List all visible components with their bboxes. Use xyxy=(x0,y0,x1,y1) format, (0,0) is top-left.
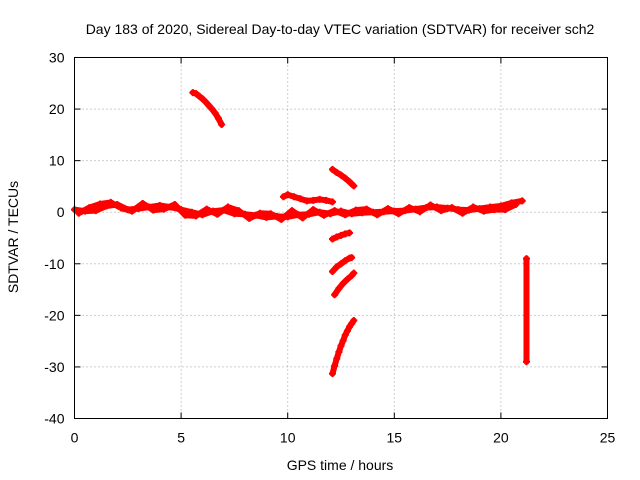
data-point xyxy=(350,269,358,277)
y-tick-label: 0 xyxy=(57,204,65,220)
x-axis-label: GPS time / hours xyxy=(287,457,394,473)
y-tick-label: 10 xyxy=(49,153,65,169)
x-tick-label: 10 xyxy=(280,430,296,446)
x-tick-label: 5 xyxy=(177,430,185,446)
data-point xyxy=(522,358,530,366)
y-tick-label: 30 xyxy=(49,50,65,66)
y-tick-label: -10 xyxy=(44,256,64,272)
series-segment-5.6-6.9 xyxy=(189,89,226,129)
data-point xyxy=(348,254,356,262)
x-tick-label: 15 xyxy=(387,430,403,446)
y-axis-label: SDTVAR / TECUs xyxy=(5,181,21,293)
x-tick-label: 25 xyxy=(600,430,616,446)
data-point xyxy=(350,182,358,190)
series-segment-12.1-13.1-upper xyxy=(328,165,358,190)
series-segment-12.2-13.1 xyxy=(331,269,358,299)
data-point xyxy=(346,229,354,237)
y-tick-label: -30 xyxy=(44,359,64,375)
data-points xyxy=(71,89,530,378)
data-point xyxy=(518,197,526,205)
data-point xyxy=(512,200,520,208)
series-main-band-b xyxy=(75,198,520,223)
series-isolated-points xyxy=(522,255,530,366)
x-tick-label: 20 xyxy=(493,430,509,446)
series-segment-12.1-13.0-lower xyxy=(328,254,356,276)
axis-ticks: 0 5 10 15 20 25 -40 -30 -20 -10 0 10 20 30 xyxy=(44,50,615,446)
series-segment-12.1-13.1-bottom xyxy=(328,317,358,378)
y-tick-label: 20 xyxy=(49,101,65,117)
x-tick-label: 0 xyxy=(71,430,79,446)
y-tick-label: -20 xyxy=(44,307,64,323)
data-point xyxy=(218,121,226,129)
chart-title: Day 183 of 2020, Sidereal Day-to-day VTE… xyxy=(86,21,595,37)
data-point xyxy=(328,198,336,206)
data-point xyxy=(350,317,358,325)
series-arc-10-12 xyxy=(279,191,336,206)
y-tick-label: -40 xyxy=(44,411,64,427)
series-segment-12.1-12.9-mid xyxy=(328,229,354,243)
plot-frame xyxy=(74,57,608,419)
